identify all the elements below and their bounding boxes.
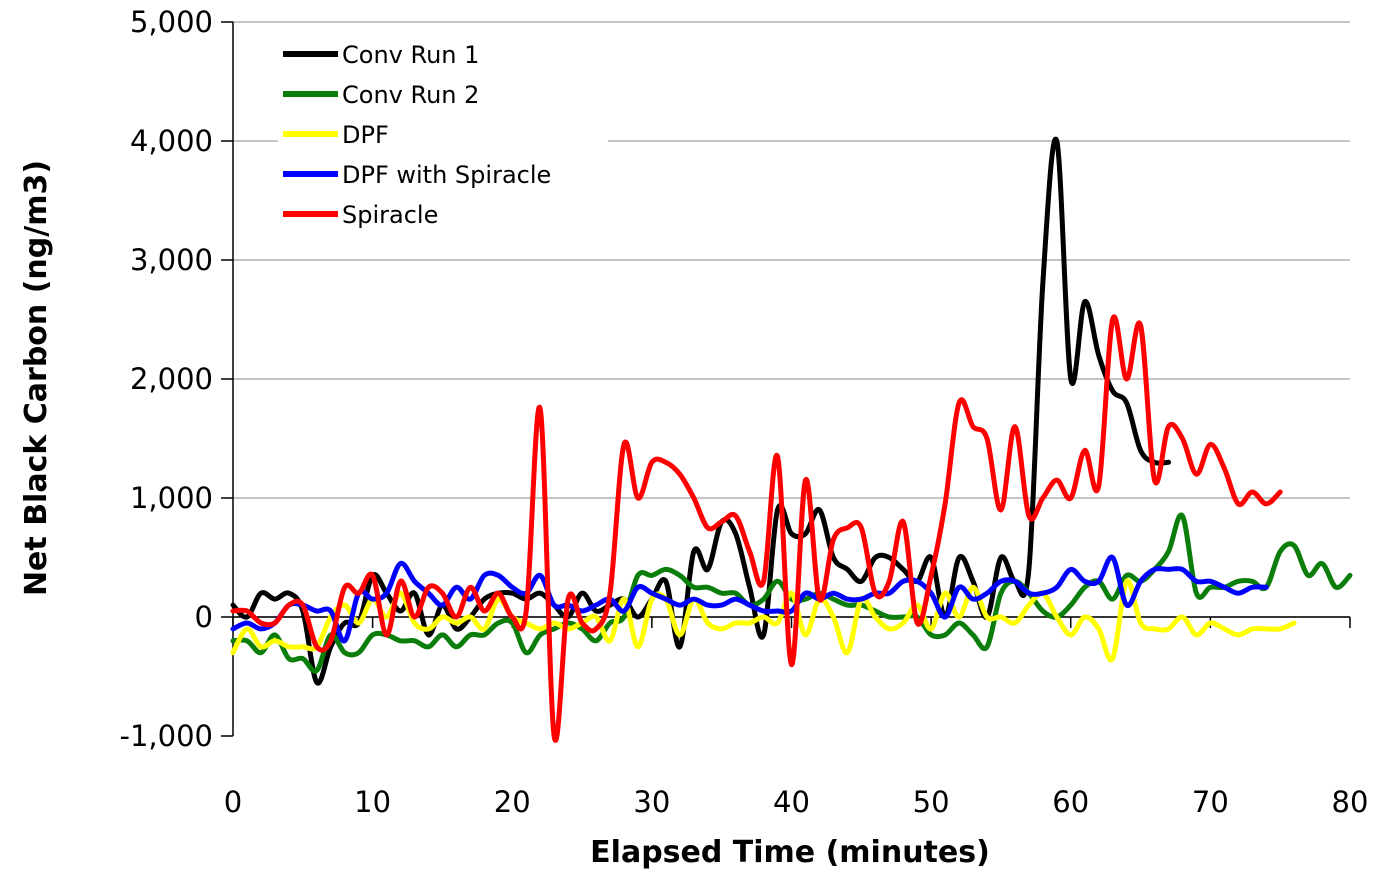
legend-label-conv-run-1: Conv Run 1 [342,41,479,69]
y-tick-label: -1,000 [120,719,214,753]
x-tick-label: 0 [224,785,242,819]
x-tick-label: 10 [354,785,391,819]
y-tick-label: 2,000 [130,362,213,396]
x-axis-title: Elapsed Time (minutes) [590,835,990,870]
legend-label-dpf: DPF [342,121,389,149]
y-axis-title: Net Black Carbon (ng/m3) [19,160,54,596]
series-line-spiracle [233,317,1280,741]
x-tick-label: 60 [1052,785,1089,819]
x-tick-label: 80 [1332,785,1369,819]
legend: Conv Run 1 Conv Run 2 DPF DPF with Spiracle… [278,32,608,232]
y-tick-label: 5,000 [130,5,213,39]
x-tick-label: 50 [913,785,950,819]
x-tick-label: 20 [494,785,531,819]
x-tick-label: 30 [633,785,670,819]
x-tick-label: 40 [773,785,810,819]
y-tick-label: 1,000 [130,481,213,515]
legend-label-conv-run-2: Conv Run 2 [342,81,479,109]
legend-label-spiracle: Spiracle [342,201,438,229]
legend-label-dpf-with-spiracle: DPF with Spiracle [342,161,551,189]
x-tick-label: 70 [1192,785,1229,819]
y-tick-label: 0 [195,600,213,634]
y-tick-label: 3,000 [130,243,213,277]
y-tick-label: 4,000 [130,124,213,158]
